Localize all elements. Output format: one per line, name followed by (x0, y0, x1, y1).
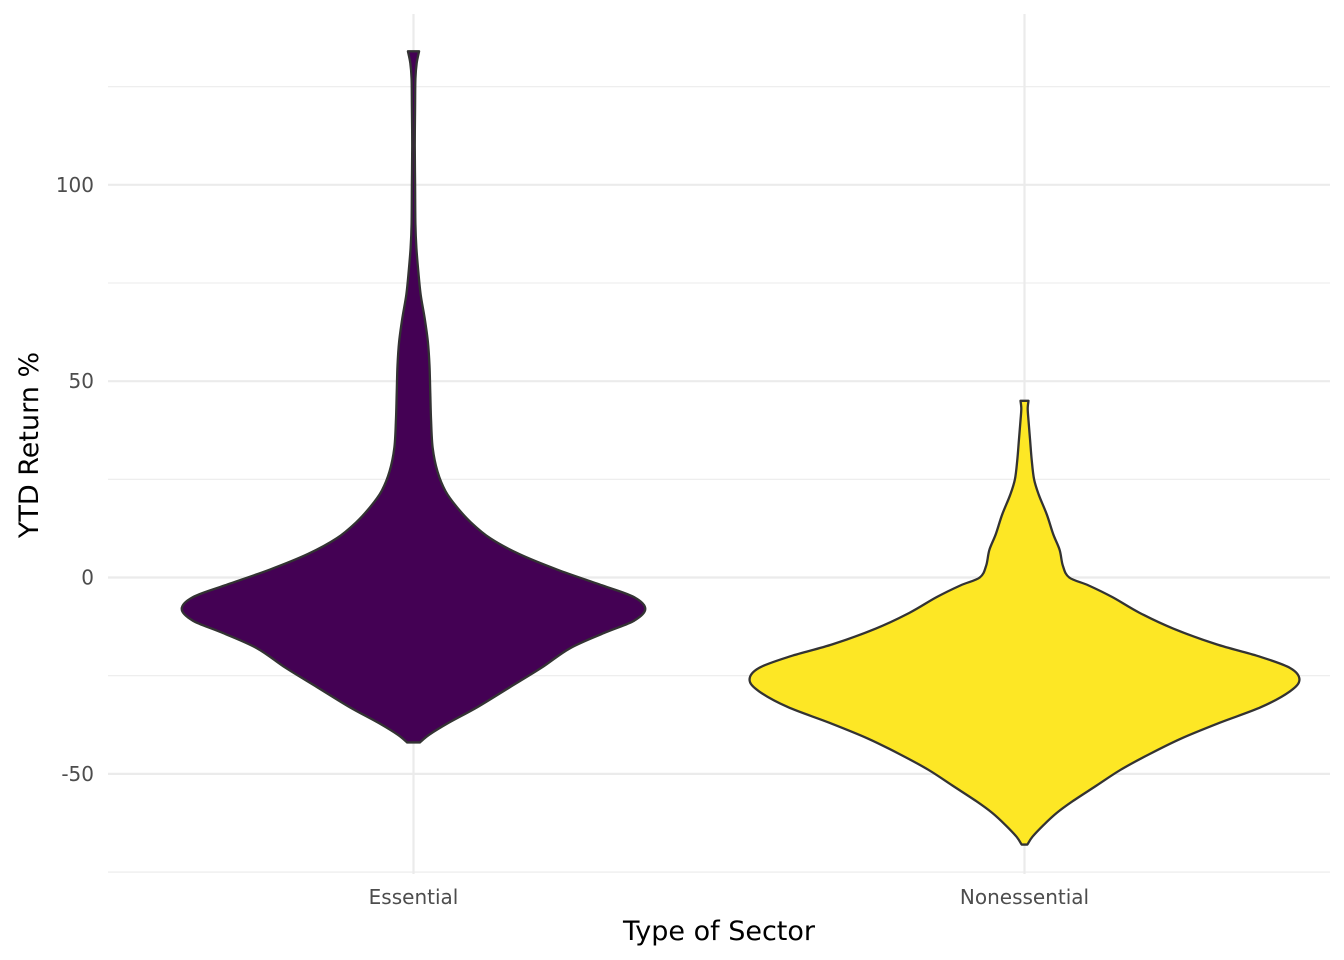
y-tick-label: 50 (69, 369, 94, 393)
x-tick-label: Nonessential (960, 885, 1089, 909)
x-axis-title: Type of Sector (622, 916, 816, 947)
x-axis-tick-labels: Essential Nonessential (369, 885, 1089, 909)
x-tick-label: Essential (369, 885, 459, 909)
y-axis-title: YTD Return % (14, 352, 45, 539)
violin-plot-area (180, 50, 1301, 846)
y-tick-label: 0 (81, 566, 94, 590)
violin-essential (180, 50, 647, 744)
y-axis-tick-labels: -50 0 50 100 (56, 173, 94, 786)
y-tick-label: 100 (56, 173, 94, 197)
violin-nonessential (748, 399, 1301, 846)
y-tick-label: -50 (61, 762, 94, 786)
